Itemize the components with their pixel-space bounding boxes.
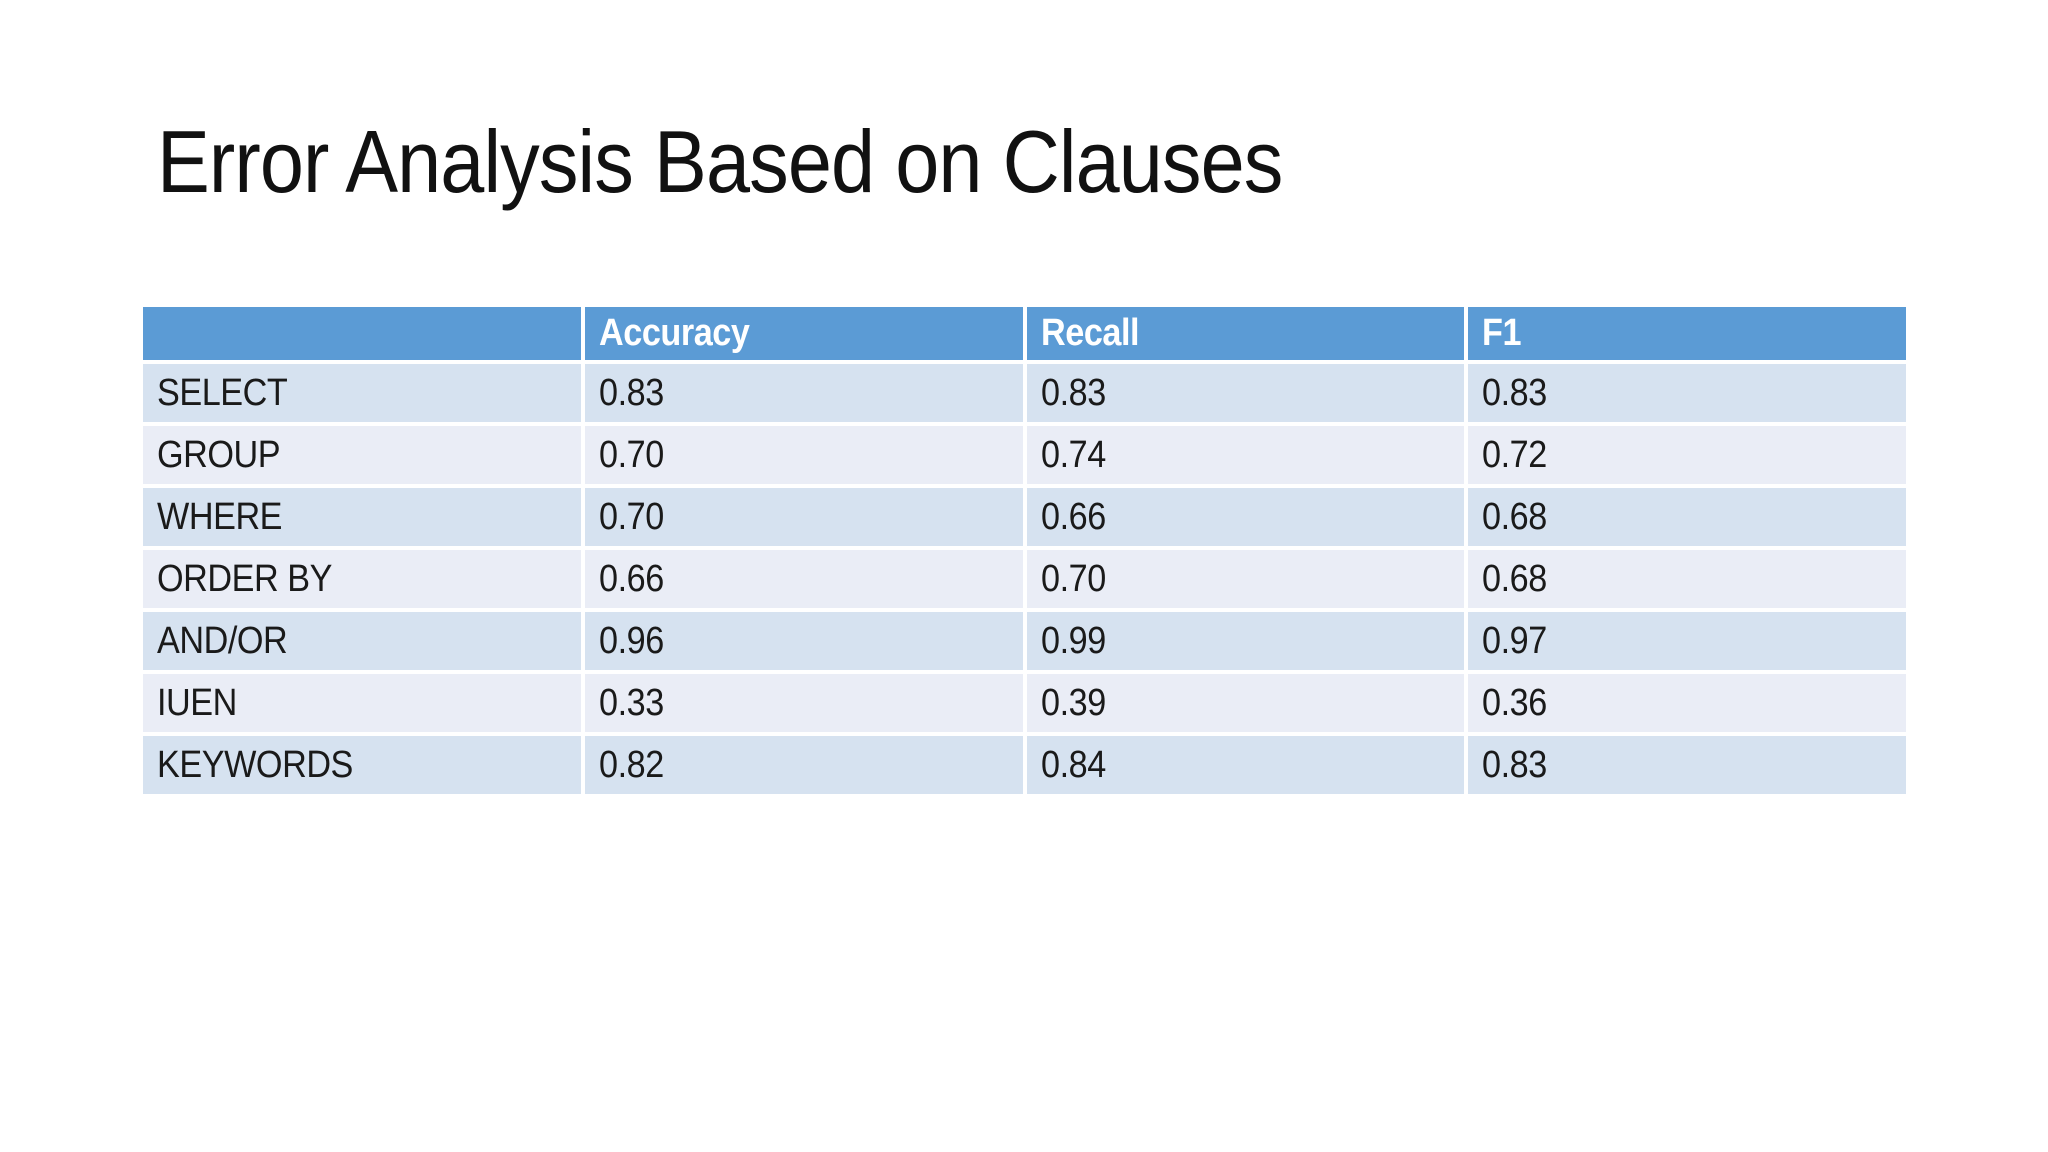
cell-recall: 0.74 [1026,426,1465,484]
cell-recall: 0.84 [1026,736,1465,794]
column-header-blank [143,307,581,360]
row-label: KEYWORDS [143,736,581,794]
table-row-iuen: IUEN 0.33 0.39 0.36 [143,674,1906,732]
table-row-group: GROUP 0.70 0.74 0.72 [143,426,1906,484]
cell-accuracy: 0.33 [584,674,1023,732]
cell-accuracy: 0.70 [584,488,1023,546]
cell-recall: 0.83 [1026,364,1465,422]
cell-f1: 0.36 [1468,674,1906,732]
cell-accuracy: 0.70 [584,426,1023,484]
column-header-recall: Recall [1026,307,1465,360]
column-header-f1: F1 [1468,307,1906,360]
cell-f1: 0.97 [1468,612,1906,670]
table-row-where: WHERE 0.70 0.66 0.68 [143,488,1906,546]
cell-f1: 0.68 [1468,550,1906,608]
cell-f1: 0.72 [1468,426,1906,484]
cell-recall: 0.66 [1026,488,1465,546]
row-label: WHERE [143,488,581,546]
column-header-accuracy: Accuracy [584,307,1023,360]
table-row-order-by: ORDER BY 0.66 0.70 0.68 [143,550,1906,608]
row-label: ORDER BY [143,550,581,608]
page-title: Error Analysis Based on Clauses [157,112,1283,211]
table-row-and-or: AND/OR 0.96 0.99 0.97 [143,612,1906,670]
cell-accuracy: 0.66 [584,550,1023,608]
cell-f1: 0.68 [1468,488,1906,546]
cell-recall: 0.39 [1026,674,1465,732]
cell-accuracy: 0.83 [584,364,1023,422]
row-label: AND/OR [143,612,581,670]
header-row: Accuracy Recall F1 [143,307,1906,360]
row-label: IUEN [143,674,581,732]
clause-metrics-table: Accuracy Recall F1 SELECT 0.83 0.83 0.83… [139,303,1910,798]
row-label: GROUP [143,426,581,484]
table-body: SELECT 0.83 0.83 0.83 GROUP 0.70 0.74 0.… [143,364,1906,794]
table-row-select: SELECT 0.83 0.83 0.83 [143,364,1906,422]
table-row-keywords: KEYWORDS 0.82 0.84 0.83 [143,736,1906,794]
cell-accuracy: 0.96 [584,612,1023,670]
cell-recall: 0.70 [1026,550,1465,608]
cell-f1: 0.83 [1468,364,1906,422]
metrics-table: Accuracy Recall F1 SELECT 0.83 0.83 0.83… [139,303,1910,798]
cell-f1: 0.83 [1468,736,1906,794]
row-label: SELECT [143,364,581,422]
table-header: Accuracy Recall F1 [143,307,1906,360]
cell-accuracy: 0.82 [584,736,1023,794]
cell-recall: 0.99 [1026,612,1465,670]
